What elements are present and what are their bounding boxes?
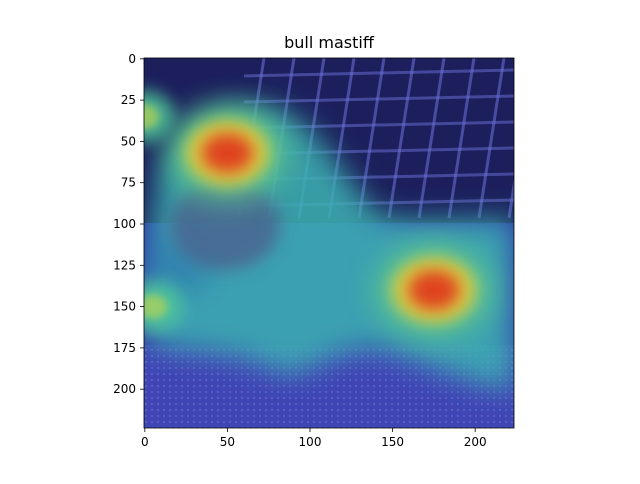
dog-head-shade [170,180,280,270]
y-axis: 0 25 50 75 100 125 150 175 200 [113,52,144,396]
crate-bar-vertical [387,58,416,219]
hotspot [167,104,288,201]
hotspot-core [201,132,254,173]
crate-bar-vertical [357,58,386,219]
y-tick-label: 150 [113,300,136,314]
hotspot-halo [144,90,175,143]
crate-bar-vertical [507,176,514,219]
y-tick-label: 100 [113,217,136,231]
crate-bar-vertical [569,58,594,218]
hotspot [144,90,175,143]
hotspot-mid [144,294,168,319]
axes-frame [143,57,515,429]
x-tick-label: 0 [141,435,149,449]
activation-hotspots [144,90,494,339]
hotspot [373,242,494,339]
crate-bar-vertical [539,58,564,218]
hotspot-mid [144,104,159,129]
crate-bar-horizontal [243,94,514,104]
chart-title: bull mastiff [284,33,375,52]
x-tick-label: 100 [299,435,322,449]
y-tick-label: 175 [113,341,136,355]
hotspot-core [407,270,460,311]
x-tick-label: 50 [220,435,235,449]
x-axis: 0 50 100 150 200 [141,428,487,449]
y-tick-label: 25 [121,93,136,107]
y-tick-label: 75 [121,176,136,190]
crate-bar-vertical [417,58,446,219]
y-tick-label: 200 [113,382,136,396]
crate-bar-vertical [477,58,506,219]
y-tick-label: 0 [128,52,136,66]
heatmap-image [144,58,640,428]
crate-bar-vertical [447,58,476,219]
y-tick-label: 50 [121,134,136,148]
y-tick-label: 125 [113,258,136,272]
crate-bar-horizontal [243,68,514,78]
crate-bar-vertical [599,58,624,218]
x-tick-label: 150 [381,435,404,449]
crate-bar-vertical [629,58,640,218]
x-tick-label: 200 [464,435,487,449]
hotspot [144,280,184,333]
